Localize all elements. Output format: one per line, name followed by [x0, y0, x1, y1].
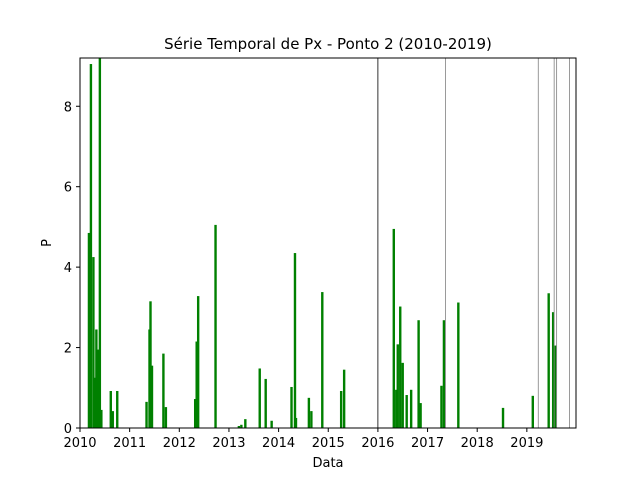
- x-tick-label: 2014: [262, 436, 295, 451]
- bar: [547, 293, 550, 428]
- x-tick-label: 2012: [163, 436, 196, 451]
- bars-group: [87, 58, 557, 428]
- bar: [92, 257, 95, 428]
- x-tick-label: 2010: [63, 436, 96, 451]
- bar: [290, 386, 293, 428]
- bar: [100, 409, 103, 428]
- x-axis-label: Data: [312, 456, 343, 471]
- bar: [89, 64, 93, 428]
- bar: [457, 302, 460, 428]
- bar: [551, 312, 555, 428]
- bar: [409, 389, 413, 428]
- y-tick-label: 2: [64, 342, 72, 357]
- plot-area: [79, 57, 577, 429]
- bar: [145, 401, 148, 428]
- bar: [95, 329, 98, 428]
- x-tick-label: 2017: [411, 436, 444, 451]
- bar: [237, 425, 241, 428]
- bar: [264, 378, 267, 428]
- vlines-group: [377, 58, 570, 428]
- bar: [392, 228, 395, 428]
- bar: [162, 353, 165, 428]
- bar: [149, 301, 152, 428]
- y-tick-label: 6: [64, 181, 72, 196]
- bar: [193, 399, 197, 428]
- x-tick-label: 2013: [212, 436, 245, 451]
- bar: [93, 377, 96, 428]
- bar: [339, 391, 343, 428]
- bar: [396, 344, 399, 428]
- bar: [440, 385, 443, 428]
- bar: [270, 420, 273, 428]
- bar: [405, 395, 408, 428]
- bar: [150, 365, 154, 428]
- chart-title: Série Temporal de Px - Ponto 2 (2010-201…: [164, 35, 492, 53]
- bar: [116, 391, 119, 428]
- bar: [164, 407, 168, 428]
- bar: [214, 224, 217, 428]
- bar: [240, 424, 243, 428]
- bar: [321, 292, 324, 428]
- y-tick-label: 4: [64, 261, 72, 276]
- bar: [111, 411, 114, 428]
- bar: [553, 345, 557, 428]
- bar: [258, 368, 261, 428]
- bar: [109, 391, 112, 428]
- y-axis-label: P: [40, 239, 55, 247]
- bar: [293, 253, 297, 428]
- bar: [196, 296, 200, 428]
- bar: [442, 320, 446, 428]
- y-axis: 0 2 4 6 8: [64, 100, 80, 437]
- x-tick-label: 2018: [461, 436, 494, 451]
- bar: [501, 407, 505, 428]
- x-axis: 2010 2011 2012 2013 2014 2015 2016 2017 2018 2019: [63, 428, 543, 451]
- bar: [195, 341, 198, 428]
- bar: [87, 232, 91, 428]
- x-tick-label: 2011: [113, 436, 146, 451]
- bar: [399, 306, 402, 428]
- bar: [342, 369, 346, 428]
- bar: [98, 58, 102, 428]
- y-tick-label: 8: [64, 100, 72, 115]
- bar: [419, 403, 422, 428]
- bar: [307, 397, 311, 428]
- bar: [401, 362, 404, 428]
- x-tick-label: 2015: [312, 436, 345, 451]
- x-tick-label: 2019: [510, 436, 543, 451]
- bar: [531, 395, 534, 428]
- plot-background: [80, 58, 576, 428]
- bar: [417, 320, 420, 428]
- bar: [395, 389, 398, 428]
- bar: [294, 417, 298, 428]
- y-tick-label: 0: [64, 422, 72, 437]
- x-tick-label: 2016: [361, 436, 394, 451]
- bar: [244, 419, 247, 428]
- bar: [310, 411, 313, 428]
- bar: [96, 349, 100, 428]
